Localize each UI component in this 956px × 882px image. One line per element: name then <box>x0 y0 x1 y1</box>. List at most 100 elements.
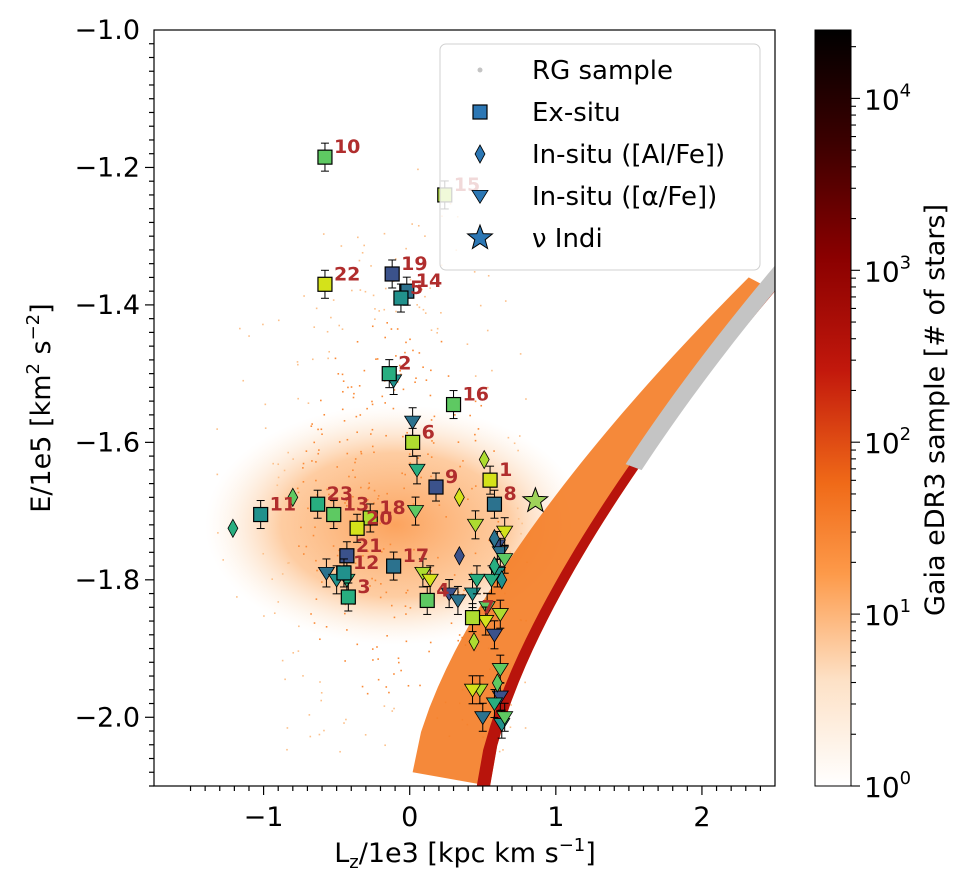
ex-situ-point <box>464 610 481 626</box>
in-situ-afe-point <box>449 594 467 609</box>
in-situ-alfe-point <box>491 673 503 693</box>
in-situ-alfe-point <box>489 556 500 576</box>
x-axis: −1 0 1 2 <box>189 786 761 833</box>
colorbar-tick-label: 103 <box>864 252 911 288</box>
x-axis-label: Lz/1e3 [kpc km s−1] <box>334 835 596 873</box>
data-points <box>227 142 550 739</box>
ex-situ-label: 14 <box>416 270 442 292</box>
in-situ-alfe-point <box>227 518 239 539</box>
legend-diamond-marker <box>474 144 486 164</box>
rg-sample-points <box>625 265 775 471</box>
ex-situ-point <box>253 506 269 523</box>
ex-situ-label: 6 <box>422 421 435 443</box>
colorbar: Gaia eDR3 sample [# of stars] 100 101 102 1… <box>814 29 951 804</box>
in-situ-afe-point <box>495 525 514 540</box>
in-situ-alfe-point <box>489 528 500 549</box>
ex-situ-point <box>336 565 352 581</box>
ex-situ-point <box>386 558 402 574</box>
in-situ-afe-point <box>421 573 439 588</box>
in-situ-afe-point <box>478 601 496 616</box>
ex-situ-label: 17 <box>403 545 429 567</box>
ex-situ-label: 19 <box>401 253 427 275</box>
colorbar-tick-label: 101 <box>864 596 911 632</box>
legend-rg-marker <box>477 67 483 73</box>
legend-entry-label: In-situ ([α/Fe]) <box>532 182 717 212</box>
in-situ-afe-point <box>317 566 336 581</box>
ex-situ-label: 16 <box>463 384 489 406</box>
ex-situ-label: 23 <box>327 483 353 505</box>
ex-situ-label: 11 <box>270 494 296 516</box>
ex-situ-point <box>393 290 409 306</box>
ex-situ-point <box>405 434 421 450</box>
ex-situ-point <box>482 472 498 488</box>
ex-situ-point <box>362 510 378 526</box>
ex-situ-point <box>340 589 356 605</box>
in-situ-afe-point <box>495 553 514 568</box>
y-axis: −1.0 −1.2 −1.4 −1.6 −1.8 −2.0 <box>74 15 154 787</box>
ex-situ-point <box>349 520 365 536</box>
in-situ-afe-point <box>482 573 501 588</box>
colorbar-tick-label: 102 <box>864 424 911 460</box>
in-situ-afe-point <box>403 415 422 430</box>
in-situ-afe-point <box>463 683 482 698</box>
colorbar-label: Gaia eDR3 sample [# of stars] <box>920 204 951 616</box>
y-tick-label: −1.2 <box>74 152 140 183</box>
y-tick-label: −1.0 <box>74 15 140 46</box>
ex-situ-label: 3 <box>357 576 370 598</box>
ex-situ-label: 22 <box>334 263 360 285</box>
y-tick-label: −2.0 <box>74 702 140 733</box>
x-tick-label: 2 <box>693 802 710 833</box>
legend-triangle-marker <box>471 189 489 204</box>
in-situ-afe-point <box>495 711 514 726</box>
ex-situ-label: 13 <box>343 494 369 516</box>
ex-situ-point <box>445 396 462 413</box>
legend-entry-label: ν Indi <box>532 224 603 254</box>
in-situ-afe-point <box>491 608 510 623</box>
ex-situ-label: 21 <box>356 535 382 557</box>
ex-situ-point <box>310 496 326 512</box>
ex-situ-point <box>428 479 444 495</box>
in-situ-afe-point <box>485 628 504 643</box>
legend-entry-label: RG sample <box>532 56 673 86</box>
ex-situ-label: 10 <box>334 136 360 158</box>
in-situ-alfe-point <box>468 631 480 652</box>
ex-situ-label: 5 <box>410 277 423 299</box>
in-situ-afe-point <box>408 463 426 478</box>
ex-situ-label: 1 <box>499 459 512 481</box>
star-number-labels: 1015221914521661981123131820211712347 <box>270 136 517 618</box>
ex-situ-label: 18 <box>379 497 405 519</box>
x-tick-label: 1 <box>547 802 564 833</box>
colorbar-gradient <box>814 29 852 787</box>
nu-indi-point <box>521 486 550 513</box>
in-situ-afe-point <box>468 573 486 588</box>
in-situ-afe-point <box>485 697 504 712</box>
legend-entry-label: In-situ ([Al/Fe]) <box>532 140 725 170</box>
colorbar-tick-label: 104 <box>864 80 911 116</box>
ex-situ-label: 4 <box>436 579 449 601</box>
in-situ-afe-point <box>406 505 425 520</box>
in-situ-afe-point <box>476 615 495 630</box>
plot-frame <box>153 29 776 787</box>
ex-situ-label: 20 <box>366 507 392 529</box>
in-situ-afe-point <box>491 690 510 705</box>
colorbar-tick-label: 100 <box>864 768 911 804</box>
in-situ-alfe-point <box>453 545 465 566</box>
ex-situ-label: 9 <box>445 466 458 488</box>
ex-situ-label: 7 <box>482 597 495 619</box>
ex-situ-point <box>381 366 397 382</box>
y-tick-label: −1.4 <box>74 290 140 321</box>
y-axis-label: E/1e5 [km2 s−2] <box>23 303 57 512</box>
in-situ-alfe-point <box>453 487 465 508</box>
x-tick-label: −1 <box>244 802 284 833</box>
ex-situ-point <box>317 276 333 292</box>
ex-situ-point <box>339 548 355 564</box>
legend-entry-label: Ex-situ <box>532 98 621 128</box>
ex-situ-label: 2 <box>398 353 411 375</box>
legend-star-marker <box>466 223 494 250</box>
legend: RG sample Ex-situ In-situ ([Al/Fe]) In-situ… <box>439 43 761 271</box>
in-situ-afe-point <box>474 711 492 726</box>
ex-situ-label: 12 <box>353 552 379 574</box>
y-tick-label: −1.8 <box>74 565 140 596</box>
in-situ-alfe-point <box>496 569 508 590</box>
